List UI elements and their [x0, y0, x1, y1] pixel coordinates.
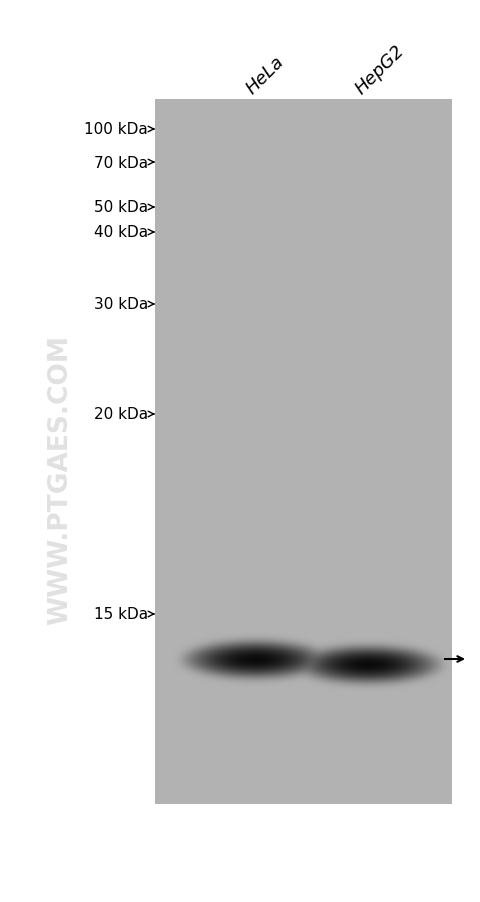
Text: 100 kDa: 100 kDa — [84, 123, 148, 137]
Text: HeLa: HeLa — [242, 53, 287, 98]
Text: 15 kDa: 15 kDa — [94, 607, 148, 621]
Text: 40 kDa: 40 kDa — [94, 226, 148, 240]
Text: HepG2: HepG2 — [352, 41, 408, 98]
Bar — [155, 100, 452, 804]
Text: 50 kDa: 50 kDa — [94, 200, 148, 216]
Text: 30 kDa: 30 kDa — [94, 297, 148, 312]
Text: 70 kDa: 70 kDa — [94, 155, 148, 170]
Text: WWW.PTGAES.COM: WWW.PTGAES.COM — [47, 335, 73, 624]
Text: 20 kDa: 20 kDa — [94, 407, 148, 422]
